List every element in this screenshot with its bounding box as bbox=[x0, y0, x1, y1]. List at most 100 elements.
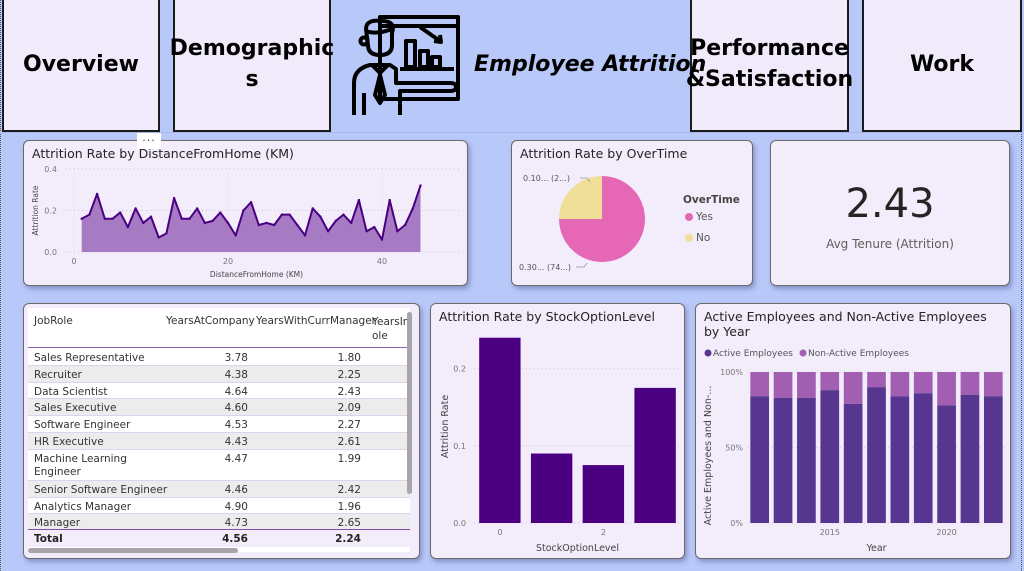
bar-non-active-2021[interactable] bbox=[960, 372, 980, 395]
column-header-jobrole[interactable]: JobRole bbox=[34, 315, 73, 327]
bar-stockoption-0[interactable] bbox=[479, 337, 521, 523]
legend-item-yes[interactable]: Yes bbox=[685, 211, 713, 223]
data-point[interactable] bbox=[188, 217, 191, 220]
table-row[interactable]: Senior Software Engineer 4.46 2.42 bbox=[28, 480, 410, 498]
table-row[interactable]: Software Engineer 4.53 2.27 bbox=[28, 416, 410, 433]
data-point[interactable] bbox=[365, 230, 368, 233]
data-point[interactable] bbox=[273, 223, 276, 227]
data-point[interactable] bbox=[357, 198, 361, 202]
data-point[interactable] bbox=[88, 213, 91, 216]
vertical-scrollbar[interactable] bbox=[407, 312, 412, 494]
data-point[interactable] bbox=[111, 217, 114, 220]
table-row[interactable]: Sales Representative 3.78 1.80 bbox=[28, 349, 410, 366]
data-point[interactable] bbox=[265, 221, 268, 225]
bar-active-2015[interactable] bbox=[820, 390, 840, 523]
table-row[interactable]: Recruiter 4.38 2.25 bbox=[28, 365, 410, 383]
data-point[interactable] bbox=[326, 230, 330, 233]
data-point[interactable] bbox=[119, 211, 122, 214]
data-point[interactable] bbox=[403, 223, 407, 227]
column-header-years-with-manager[interactable]: YearsWithCurrManager bbox=[256, 315, 377, 327]
bar-non-active-2013[interactable] bbox=[773, 372, 793, 398]
data-point[interactable] bbox=[303, 234, 307, 237]
data-point[interactable] bbox=[419, 184, 422, 187]
legend-label-active[interactable]: Active Employees bbox=[713, 349, 793, 359]
nav-demographics-button[interactable]: Demographic s bbox=[170, 0, 334, 132]
more-options-button[interactable]: ... bbox=[137, 132, 161, 149]
bar-active-2022[interactable] bbox=[983, 396, 1003, 523]
bar-non-active-2016[interactable] bbox=[843, 372, 863, 404]
data-point[interactable] bbox=[396, 230, 399, 233]
data-point[interactable] bbox=[380, 238, 384, 241]
data-point[interactable] bbox=[319, 215, 322, 218]
table-row[interactable]: Machine Learning Engineer 4.47 1.99 bbox=[28, 450, 410, 481]
bar-active-2018[interactable] bbox=[890, 396, 910, 523]
bar-active-2019[interactable] bbox=[913, 393, 933, 523]
legend-item-no[interactable]: No bbox=[685, 232, 710, 244]
bar-non-active-2020[interactable] bbox=[937, 372, 956, 406]
nav-work-button[interactable]: Work bbox=[862, 0, 1022, 132]
data-point[interactable] bbox=[80, 217, 83, 220]
legend-label-non-active[interactable]: Non-Active Employees bbox=[808, 349, 909, 359]
column-header-years-at-company[interactable]: YearsAtCompany bbox=[166, 315, 255, 327]
data-point[interactable] bbox=[103, 217, 107, 220]
bar-non-active-2015[interactable] bbox=[820, 372, 840, 391]
data-point[interactable] bbox=[219, 211, 222, 214]
bar-active-2013[interactable] bbox=[773, 397, 793, 523]
data-point[interactable] bbox=[311, 207, 314, 210]
table-row[interactable]: Data Scientist 4.64 2.43 bbox=[28, 383, 410, 400]
data-point[interactable] bbox=[411, 207, 414, 210]
bar-non-active-2017[interactable] bbox=[867, 372, 886, 388]
data-point[interactable] bbox=[249, 201, 253, 204]
data-point[interactable] bbox=[180, 217, 183, 220]
stacked-bar-chart[interactable]: Active Employees Non-Active Employees 0% 50… bbox=[696, 304, 1011, 559]
data-point[interactable] bbox=[196, 207, 199, 210]
bar-stockoption-3[interactable] bbox=[634, 387, 676, 523]
data-point[interactable] bbox=[342, 213, 345, 216]
data-point[interactable] bbox=[211, 219, 214, 223]
data-point[interactable] bbox=[95, 192, 99, 196]
bar-active-2016[interactable] bbox=[843, 403, 863, 523]
data-point[interactable] bbox=[157, 236, 160, 239]
area-chart[interactable]: 0.0 0.2 0.4 0 20 40 Attrition Rate DistanceFrom… bbox=[24, 141, 468, 286]
data-point[interactable] bbox=[126, 225, 130, 229]
bar-active-2012[interactable] bbox=[750, 396, 770, 523]
bar-active-2020[interactable] bbox=[937, 405, 956, 523]
data-point[interactable] bbox=[350, 221, 353, 225]
bar-non-active-2019[interactable] bbox=[913, 372, 933, 394]
pie-slice-no[interactable] bbox=[559, 176, 602, 219]
data-point[interactable] bbox=[288, 213, 291, 216]
nav-performance-button[interactable]: Performance &Satisfaction bbox=[686, 0, 853, 132]
table-row[interactable]: HR Executive 4.43 2.61 bbox=[28, 433, 410, 450]
data-point[interactable] bbox=[280, 213, 284, 216]
bar-stockoption-2[interactable] bbox=[582, 465, 625, 523]
data-point[interactable] bbox=[172, 196, 176, 200]
data-point[interactable] bbox=[149, 215, 153, 218]
data-point[interactable] bbox=[373, 225, 376, 229]
table-row[interactable]: Sales Executive 4.60 2.09 bbox=[28, 399, 410, 417]
data-point[interactable] bbox=[388, 198, 391, 202]
data-point[interactable] bbox=[226, 221, 230, 225]
data-point[interactable] bbox=[165, 232, 168, 235]
bar-non-active-2018[interactable] bbox=[890, 372, 910, 397]
bar-stockoption-1[interactable] bbox=[530, 453, 573, 523]
bar-active-2017[interactable] bbox=[867, 387, 886, 523]
horizontal-scrollbar[interactable] bbox=[28, 548, 238, 553]
data-point[interactable] bbox=[257, 223, 260, 227]
bar-non-active-2022[interactable] bbox=[983, 372, 1003, 397]
data-point[interactable] bbox=[334, 219, 337, 223]
column-header-years-in-role[interactable]: YearsIn ole bbox=[372, 315, 409, 343]
pie-chart[interactable]: 0.10... (2...) 0.30... (74...) bbox=[512, 141, 753, 286]
data-point[interactable] bbox=[134, 207, 137, 210]
bar-non-active-2012[interactable] bbox=[750, 372, 770, 397]
data-point[interactable] bbox=[296, 223, 299, 227]
bar-chart[interactable]: 0.0 0.1 0.2 0 2 Attrition Rate StockOptionLeve… bbox=[431, 304, 685, 559]
bar-active-2021[interactable] bbox=[960, 394, 980, 523]
data-point[interactable] bbox=[234, 234, 237, 237]
bar-non-active-2014[interactable] bbox=[797, 372, 816, 398]
table-row[interactable]: Analytics Manager 4.90 1.96 bbox=[28, 498, 410, 515]
data-point[interactable] bbox=[242, 209, 245, 212]
data-point[interactable] bbox=[142, 221, 145, 225]
data-point[interactable] bbox=[203, 221, 207, 225]
nav-overview-button[interactable]: Overview bbox=[2, 0, 160, 132]
bar-active-2014[interactable] bbox=[797, 397, 816, 523]
